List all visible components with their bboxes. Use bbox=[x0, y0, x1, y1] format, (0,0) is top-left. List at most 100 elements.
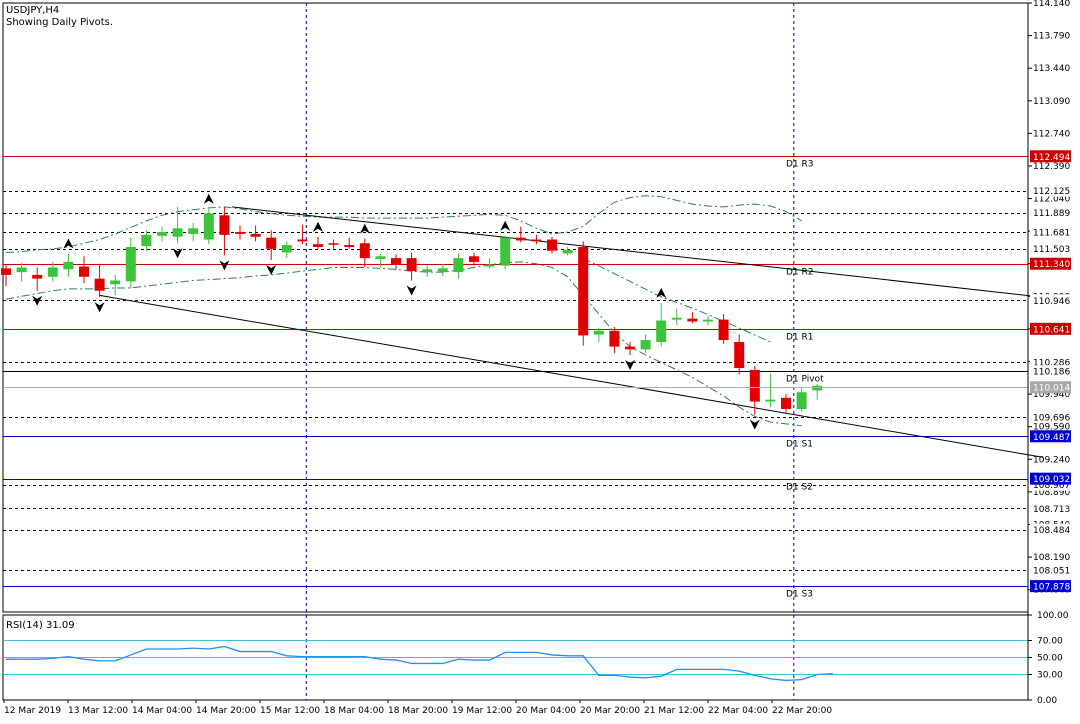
candle bbox=[765, 373, 776, 408]
rsi-line bbox=[6, 645, 833, 682]
candle bbox=[281, 241, 292, 259]
candle bbox=[79, 256, 89, 284]
level-badge-bg bbox=[1030, 184, 1071, 197]
candle-body bbox=[437, 268, 448, 273]
level-badge-bg bbox=[1030, 355, 1071, 368]
rsi-tick-label: 0.00 bbox=[1037, 696, 1057, 706]
candle bbox=[313, 236, 323, 249]
level-badge: 112.125 bbox=[1033, 187, 1070, 197]
candle-body bbox=[656, 320, 667, 342]
candle-body bbox=[484, 264, 495, 267]
candle-body bbox=[422, 269, 433, 273]
envelope-upper bbox=[5, 195, 802, 254]
candle-body bbox=[500, 237, 511, 266]
candle bbox=[328, 239, 339, 249]
price-tick-label: 112.390 bbox=[1033, 162, 1070, 172]
candle bbox=[453, 253, 464, 279]
candle bbox=[781, 394, 791, 413]
candle bbox=[562, 246, 573, 256]
candle-body bbox=[406, 258, 417, 272]
price-tick-label: 113.090 bbox=[1033, 97, 1070, 107]
candle-body bbox=[47, 267, 58, 277]
fractal-down-arrow bbox=[749, 419, 760, 430]
rsi-tick-label: 50.00 bbox=[1037, 654, 1063, 664]
fractal-up-arrow bbox=[656, 287, 667, 298]
candle-body bbox=[203, 213, 214, 240]
pivot-badge: 109.487 bbox=[1033, 433, 1070, 443]
candle-body bbox=[593, 330, 604, 335]
fractal-down-arrow bbox=[406, 285, 417, 296]
candle bbox=[406, 252, 417, 281]
candle bbox=[391, 254, 401, 270]
candle-body bbox=[1, 268, 11, 275]
chart-subtitle: Showing Daily Pivots. bbox=[6, 17, 113, 28]
price-tick-label: 112.740 bbox=[1033, 129, 1070, 139]
pivot-badge: 111.340 bbox=[1033, 260, 1070, 270]
candle-body bbox=[796, 392, 807, 409]
price-pane[interactable]: D1 R3 D1 R2 D1 R1 D1 Pivot D1 S1 D1 S2 D1 S3 bbox=[1, 2, 1044, 613]
candle-body bbox=[79, 266, 89, 277]
candle bbox=[703, 315, 713, 326]
candle-body bbox=[547, 239, 557, 251]
candle bbox=[734, 334, 745, 375]
candle bbox=[110, 274, 121, 296]
candle bbox=[157, 226, 167, 242]
candle bbox=[578, 241, 589, 346]
rsi-tick-label: 100.00 bbox=[1037, 611, 1069, 621]
level-badge-bg bbox=[1030, 225, 1071, 238]
candle bbox=[671, 308, 682, 326]
candle-body bbox=[734, 341, 745, 369]
candle-body bbox=[281, 245, 292, 253]
axes: 114.140 113.790 113.440 113.090 112.740 112.3… bbox=[3, 0, 1071, 716]
current-price-badge: 110.014 bbox=[1033, 384, 1070, 394]
price-tick-label: 113.790 bbox=[1033, 32, 1070, 42]
pivot-badge: 110.641 bbox=[1033, 325, 1070, 335]
candle-body bbox=[578, 246, 589, 336]
candle-body bbox=[125, 246, 136, 282]
envelope-lower bbox=[5, 261, 802, 427]
time-tick-label: 22 Mar 04:00 bbox=[708, 706, 768, 716]
level-badge: 108.051 bbox=[1033, 567, 1070, 577]
candle-body bbox=[625, 346, 635, 350]
candle-body bbox=[313, 244, 323, 247]
candle-body bbox=[562, 249, 573, 254]
candle bbox=[266, 230, 277, 261]
pivot-badge: 110.186 bbox=[1033, 368, 1070, 378]
level-badge: 110.946 bbox=[1033, 297, 1070, 307]
candle bbox=[32, 267, 43, 291]
candle-body bbox=[749, 369, 760, 402]
candle bbox=[593, 327, 604, 342]
level-badge: 111.889 bbox=[1033, 209, 1070, 219]
candle bbox=[16, 262, 27, 282]
candle bbox=[235, 225, 245, 240]
candle bbox=[250, 225, 261, 242]
candle-body bbox=[235, 232, 245, 234]
candle-body bbox=[640, 340, 651, 350]
time-tick-label: 14 Mar 20:00 bbox=[196, 706, 256, 716]
candle-body bbox=[297, 239, 308, 242]
time-tick-label: 12 Mar 2019 bbox=[4, 706, 61, 716]
fractal-down-arrow bbox=[266, 265, 277, 276]
candle-body bbox=[266, 237, 277, 249]
pivot-badge-bg bbox=[1030, 257, 1071, 270]
candle-body bbox=[172, 228, 183, 237]
candle-body bbox=[63, 261, 74, 270]
candle bbox=[437, 263, 448, 276]
candle bbox=[484, 258, 495, 269]
candle-body bbox=[765, 399, 776, 402]
candle-body bbox=[94, 278, 105, 291]
price-tick-label: 109.240 bbox=[1033, 455, 1070, 465]
level-badge: 108.967 bbox=[1033, 481, 1070, 491]
rsi-tick-label: 70.00 bbox=[1037, 637, 1063, 647]
rsi-title: RSI(14) 31.09 bbox=[6, 620, 75, 631]
pivot-label: D1 R3 bbox=[786, 160, 814, 170]
fractal-up-arrow bbox=[203, 193, 214, 204]
candle bbox=[94, 263, 105, 298]
pivot-badge-bg bbox=[1030, 472, 1071, 485]
pivot-badge: 109.032 bbox=[1033, 475, 1070, 485]
fractal-up-arrow bbox=[359, 223, 370, 234]
candle-body bbox=[687, 318, 698, 322]
candle-body bbox=[32, 274, 43, 279]
